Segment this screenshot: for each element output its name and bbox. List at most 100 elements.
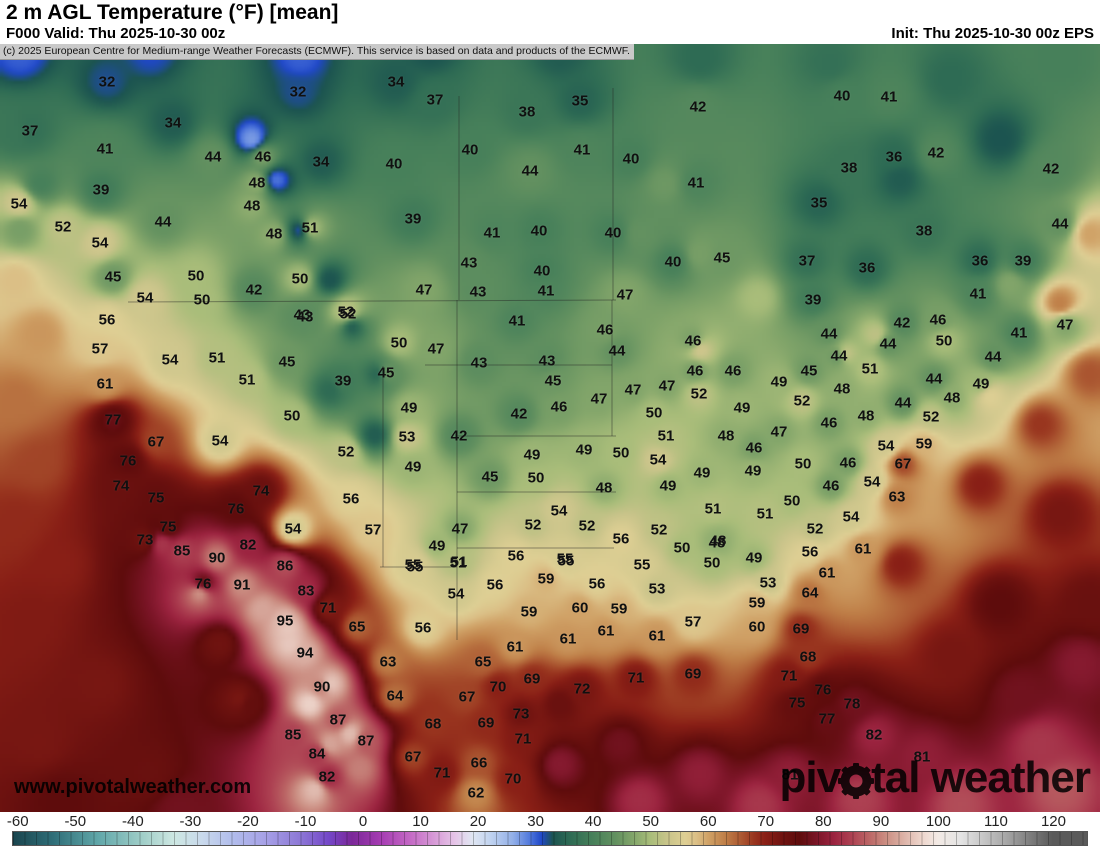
- temperature-labels-layer: 32 32 34 37 41 44 46 34 48 39 54 48 44 52 51 48 54 45 50 50…: [0, 44, 1100, 812]
- temp-label: 61: [96, 375, 114, 393]
- temp-label: 54: [10, 195, 28, 213]
- temp-label: 57: [91, 340, 109, 358]
- temp-label: 67: [147, 433, 165, 451]
- temp-label: 54: [863, 473, 881, 491]
- temp-label: 57: [364, 521, 382, 539]
- temp-label: 46: [686, 362, 704, 380]
- temp-label: 49: [400, 399, 418, 417]
- temperature-map: 32 32 34 37 41 44 46 34 48 39 54 48 44 52 51 48 54 45 50 50…: [0, 44, 1100, 812]
- temp-label: 54: [842, 508, 860, 526]
- colorbar-tick: 50: [642, 813, 660, 830]
- temp-label: 46: [745, 439, 763, 457]
- temp-label: 52: [806, 520, 824, 538]
- temp-label: 48: [243, 197, 261, 215]
- temp-label: 52: [337, 443, 355, 461]
- temp-label: 61: [648, 627, 666, 645]
- temp-label: 41: [1010, 324, 1028, 342]
- temp-label: 55: [557, 552, 575, 570]
- init-time-label: Init: Thu 2025-10-30 00z EPS: [891, 25, 1094, 42]
- temp-label: 45: [544, 372, 562, 390]
- temp-label: 41: [687, 174, 705, 192]
- temp-label: 85: [173, 542, 191, 560]
- colorbar-tick: -20: [237, 813, 259, 830]
- temp-label: 51: [208, 349, 226, 367]
- temp-label: 48: [248, 174, 266, 192]
- temp-label: 40: [664, 253, 682, 271]
- temp-label: 73: [512, 705, 530, 723]
- colorbar-tick: -60: [6, 813, 29, 830]
- temp-label: 90: [313, 678, 331, 696]
- temp-label: 46: [839, 454, 857, 472]
- temp-label: 50: [283, 407, 301, 425]
- temp-label: 54: [161, 351, 179, 369]
- temp-label: 34: [164, 114, 182, 132]
- header: 2 m AGL Temperature (°F) [mean] F000 Val…: [0, 0, 1100, 44]
- temp-label: 90: [208, 549, 226, 567]
- temp-label: 84: [308, 745, 326, 763]
- temp-label: 66: [470, 754, 488, 772]
- temp-label: 42: [450, 427, 468, 445]
- temp-label: 42: [689, 98, 707, 116]
- temp-label: 40: [385, 155, 403, 173]
- temp-label: 44: [608, 342, 626, 360]
- temp-label: 45: [278, 353, 296, 371]
- temp-label: 47: [427, 340, 445, 358]
- temp-label: 44: [820, 325, 838, 343]
- temp-label: 74: [112, 477, 130, 495]
- temp-label: 63: [888, 488, 906, 506]
- temp-label: 48: [709, 532, 727, 550]
- temp-label: 46: [254, 148, 272, 166]
- temp-label: 54: [447, 585, 465, 603]
- temp-label: 95: [276, 612, 294, 630]
- temp-label: 34: [387, 73, 405, 91]
- temp-label: 36: [858, 259, 876, 277]
- temp-label: 75: [147, 489, 165, 507]
- temp-label: 49: [523, 446, 541, 464]
- temp-label: 49: [428, 537, 446, 555]
- temp-label: 32: [98, 73, 116, 91]
- temp-label: 56: [486, 576, 504, 594]
- temp-label: 50: [390, 334, 408, 352]
- temperature-field-canvas: [0, 44, 1100, 812]
- temp-label: 47: [415, 281, 433, 299]
- temp-label: 52: [54, 218, 72, 236]
- temp-label: 39: [404, 210, 422, 228]
- temp-label: 52: [793, 392, 811, 410]
- temp-label: 71: [433, 764, 451, 782]
- temp-label: 41: [483, 224, 501, 242]
- temp-label: 59: [748, 594, 766, 612]
- temp-label: 51: [704, 500, 722, 518]
- temp-label: 48: [708, 534, 726, 552]
- temp-label: 56: [507, 547, 525, 565]
- valid-time-label: F000 Valid: Thu 2025-10-30 00z: [6, 25, 226, 42]
- colorbar-tick: 60: [699, 813, 717, 830]
- brand-text-prefix: piv: [779, 753, 842, 802]
- temp-label: 81: [913, 748, 931, 766]
- temp-label: 44: [984, 348, 1002, 366]
- temp-label: 49: [744, 462, 762, 480]
- temp-label: 54: [91, 234, 109, 252]
- temp-label: 43: [538, 352, 556, 370]
- temp-label: 72: [573, 680, 591, 698]
- temp-label: 94: [296, 644, 314, 662]
- temp-label: 49: [733, 399, 751, 417]
- temp-label: 39: [804, 291, 822, 309]
- temp-label: 67: [458, 688, 476, 706]
- colorbar-tick: -50: [64, 813, 87, 830]
- temp-label: 52: [922, 408, 940, 426]
- temp-label: 56: [414, 619, 432, 637]
- colorbar-tick: -40: [121, 813, 144, 830]
- temp-label: 71: [319, 599, 337, 617]
- temp-label: 45: [713, 249, 731, 267]
- temp-label: 43: [469, 283, 487, 301]
- temp-label: 37: [798, 252, 816, 270]
- temp-label: 42: [1042, 160, 1060, 178]
- temp-label: 62: [467, 784, 485, 802]
- temp-label: 73: [136, 531, 154, 549]
- temp-label: 35: [571, 92, 589, 110]
- temp-label: 61: [559, 630, 577, 648]
- temp-label: 43: [460, 254, 478, 272]
- colorbar-tick-labels: -60 -50 -40 -30 -20 -10 0 10 20 30 40 50 60 70 80 90 100…: [7, 813, 1088, 830]
- temp-label: 61: [506, 638, 524, 656]
- temp-label: 50: [783, 492, 801, 510]
